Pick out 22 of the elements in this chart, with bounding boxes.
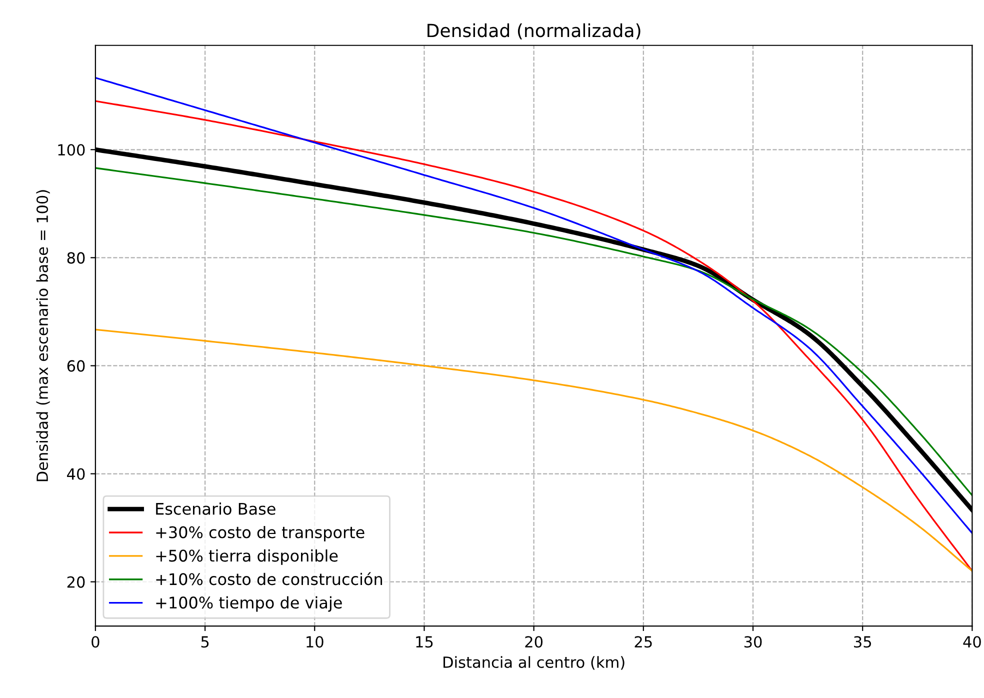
- x-tick-label: 20: [525, 636, 543, 648]
- legend-label: +10% costo de construcción: [156, 572, 382, 586]
- legend-label: Escenario Base: [156, 502, 276, 515]
- x-tick-label: 15: [416, 636, 433, 648]
- y-tick-label: 100: [58, 144, 85, 156]
- y-tick-label: 60: [67, 360, 85, 372]
- legend-label: +50% tierra disponible: [156, 549, 338, 565]
- legend-label: +30% costo de transporte: [156, 526, 364, 542]
- x-axis-title: Distancia al centro (km): [444, 656, 624, 670]
- x-tick-label: 35: [854, 636, 871, 648]
- y-tick-label: 40: [67, 468, 85, 480]
- x-tick-label: 25: [634, 636, 652, 648]
- legend-label: +100% tiempo de viaje: [156, 596, 342, 612]
- y-tick-label: 20: [67, 576, 85, 588]
- x-tick-label: 0: [92, 636, 100, 648]
- chart-title: Densidad (normalizada): [428, 23, 640, 40]
- x-tick-label: 30: [744, 636, 762, 648]
- y-axis-title: Densidad (max escenario base = 100): [36, 190, 50, 482]
- x-tick-label: 40: [963, 636, 981, 648]
- x-tick-label: 10: [306, 636, 324, 648]
- x-tick-label: 5: [201, 636, 209, 648]
- y-tick-label: 80: [67, 252, 85, 264]
